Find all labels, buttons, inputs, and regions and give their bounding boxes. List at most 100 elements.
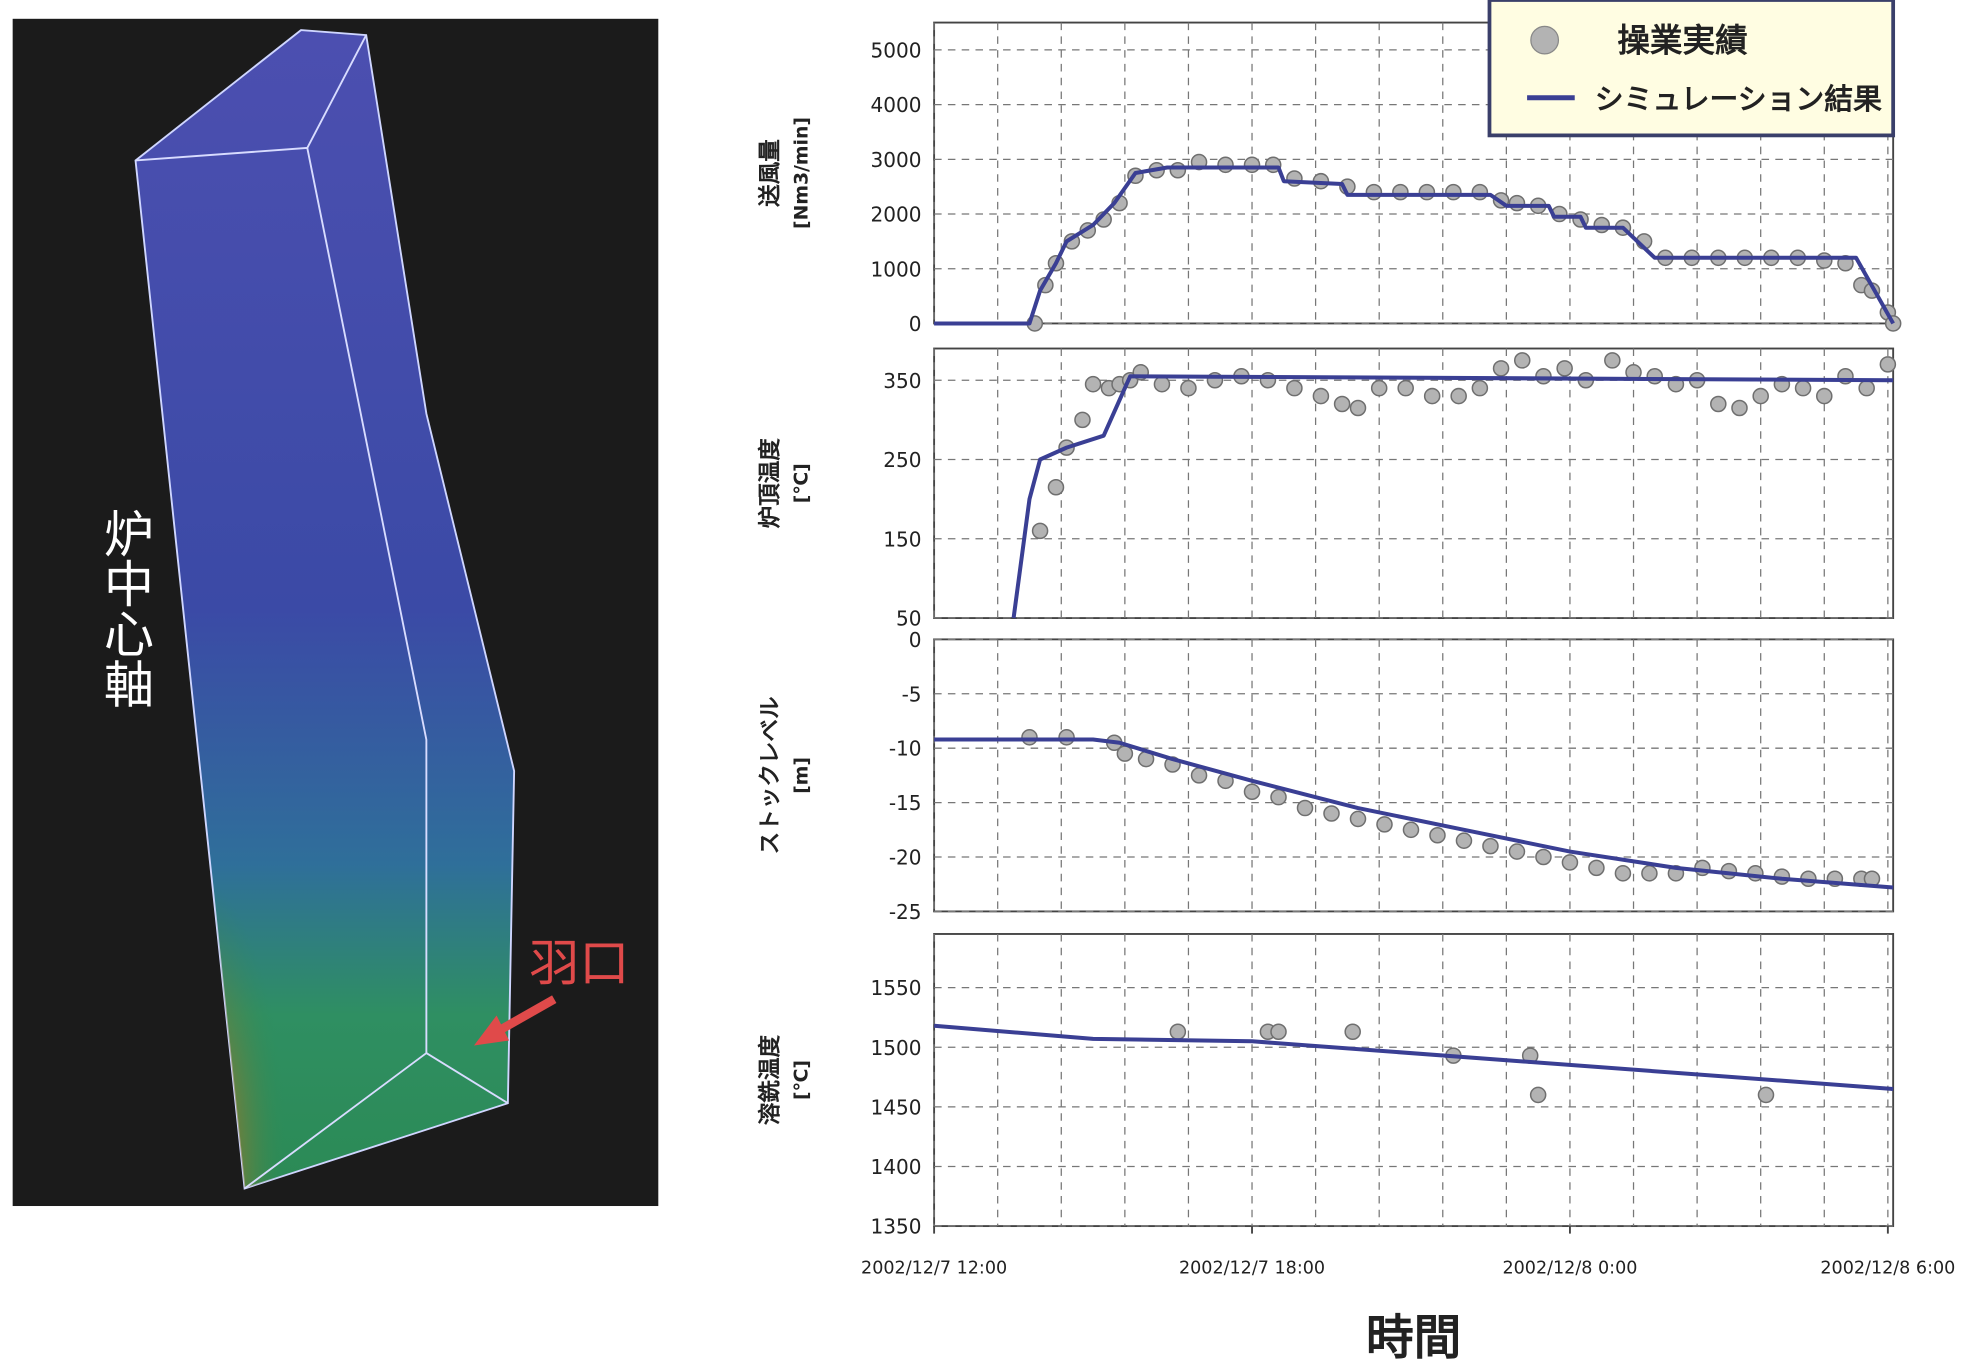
data-point	[1472, 381, 1487, 396]
y-tick-label: 1500	[871, 1036, 922, 1060]
y-tick-label: 1400	[871, 1155, 922, 1179]
x-axis-label: 時間	[1366, 1311, 1461, 1366]
data-point	[1711, 396, 1726, 411]
data-point	[1430, 828, 1445, 843]
data-point	[1796, 381, 1811, 396]
y-axis-label: 送風量	[756, 139, 783, 207]
y-tick-label: 150	[883, 527, 921, 551]
furnace-image: 炉中心軸 羽口	[13, 19, 659, 1206]
figure: 炉中心軸 羽口 0 1000 2000 3000 4000 5000 送風量 [Nm3/min…	[0, 0, 1966, 1369]
tuyere-label: 羽口	[529, 933, 629, 992]
data-point	[1022, 730, 1037, 745]
data-point	[1515, 353, 1530, 368]
y-axis-label: [℃]	[791, 463, 812, 503]
y-tick-label: -5	[902, 682, 922, 706]
data-point	[1393, 185, 1408, 200]
data-point	[1531, 1087, 1546, 1102]
legend-label: シミュレーション結果	[1595, 82, 1882, 116]
data-point	[1403, 822, 1418, 837]
data-point	[1366, 185, 1381, 200]
data-point	[1345, 1024, 1360, 1039]
data-point	[1536, 369, 1551, 384]
y-tick-label: 5000	[871, 38, 922, 62]
data-point	[1562, 855, 1577, 870]
data-point	[1456, 833, 1471, 848]
legend-label: 操業実績	[1617, 21, 1748, 59]
x-tick-label: 2002/12/7 18:00	[1179, 1259, 1325, 1279]
y-tick-label: 4000	[871, 93, 922, 117]
data-point	[1642, 866, 1657, 881]
data-point	[1350, 400, 1365, 415]
y-tick-label: 1000	[871, 257, 922, 281]
data-point	[1287, 381, 1302, 396]
data-point	[1377, 817, 1392, 832]
data-point	[1817, 389, 1832, 404]
y-tick-label: 0	[909, 628, 922, 652]
data-point	[1615, 866, 1630, 881]
page: 炉中心軸 羽口 0 1000 2000 3000 4000 5000 送風量 [Nm3/min…	[0, 0, 1966, 1369]
data-point	[1245, 784, 1260, 799]
data-point	[1154, 377, 1169, 392]
y-tick-label: 3000	[871, 148, 922, 172]
data-point	[1350, 811, 1365, 826]
y-axis-label: 溶銑温度	[756, 1034, 783, 1125]
data-point	[1245, 157, 1260, 172]
data-point	[1170, 1024, 1185, 1039]
data-point	[1446, 185, 1461, 200]
data-point	[1605, 353, 1620, 368]
data-point	[1181, 381, 1196, 396]
data-point	[1758, 1087, 1773, 1102]
y-axis-label: 炉頂温度	[756, 438, 783, 529]
x-tick-label: 2002/12/8 0:00	[1502, 1259, 1637, 1279]
data-point	[1324, 806, 1339, 821]
data-point	[1425, 389, 1440, 404]
data-point	[1075, 412, 1090, 427]
y-tick-label: 0	[909, 312, 922, 336]
data-point	[1451, 389, 1466, 404]
y-tick-label: -20	[889, 846, 922, 870]
data-point	[1170, 163, 1185, 178]
y-tick-label: 2000	[871, 203, 922, 227]
data-point	[1594, 217, 1609, 232]
y-tick-label: -15	[889, 791, 922, 815]
data-point	[1033, 523, 1048, 538]
x-tick-label: 2002/12/7 12:00	[861, 1259, 1007, 1279]
data-point	[1732, 400, 1747, 415]
data-point	[1880, 357, 1895, 372]
data-point	[1494, 361, 1509, 376]
data-point	[1271, 790, 1286, 805]
data-point	[1557, 361, 1572, 376]
y-tick-label: 250	[883, 448, 921, 472]
data-point	[1398, 381, 1413, 396]
data-point	[1647, 369, 1662, 384]
data-point	[1419, 185, 1434, 200]
data-point	[1335, 396, 1350, 411]
y-tick-label: 1550	[871, 976, 922, 1000]
y-axis-label: [Nm3/min]	[791, 117, 812, 229]
data-point	[1192, 768, 1207, 783]
data-point	[1048, 480, 1063, 495]
data-point	[1509, 844, 1524, 859]
charts: 010002000300040005000送風量[Nm3/min]5015025…	[756, 0, 1955, 1366]
data-point	[1472, 185, 1487, 200]
data-point	[1271, 1024, 1286, 1039]
data-point	[1117, 746, 1132, 761]
y-tick-label: -25	[889, 900, 922, 924]
data-point	[1483, 839, 1498, 854]
data-point	[1218, 157, 1233, 172]
y-tick-label: 350	[883, 369, 921, 393]
data-point	[1297, 801, 1312, 816]
data-point	[1859, 381, 1874, 396]
data-point	[1817, 253, 1832, 268]
y-tick-label: 1450	[871, 1095, 922, 1119]
y-axis-label: [℃]	[791, 1060, 812, 1100]
legend-marker	[1531, 26, 1559, 54]
data-point	[1313, 389, 1328, 404]
y-tick-label: -10	[889, 737, 922, 761]
y-axis-label: ストックレベル	[757, 696, 783, 854]
data-point	[1059, 730, 1074, 745]
data-point	[1086, 377, 1101, 392]
y-tick-label: 1350	[871, 1215, 922, 1239]
data-point	[1753, 389, 1768, 404]
axis-label: 炉中心軸	[96, 508, 155, 709]
